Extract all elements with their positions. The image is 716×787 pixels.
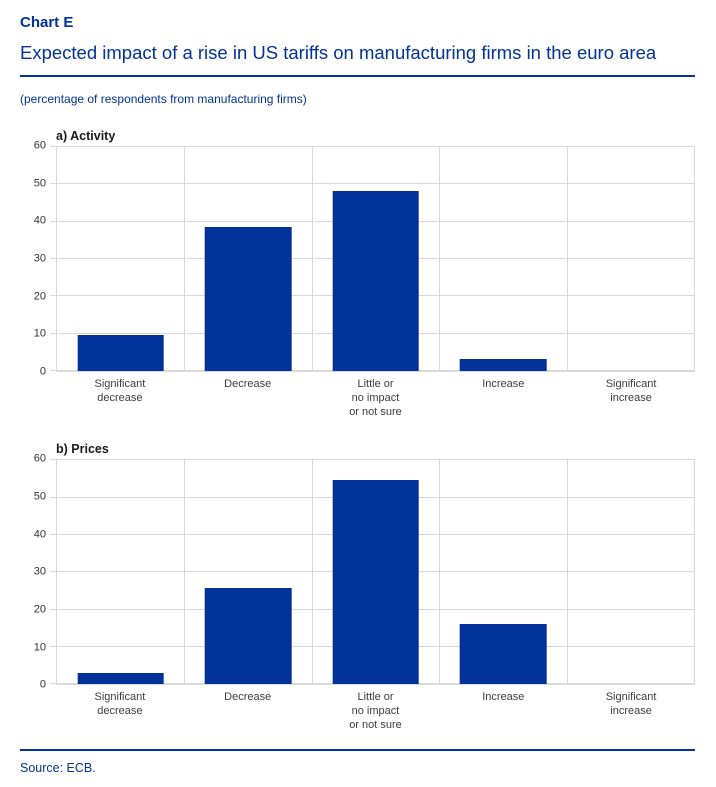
x-axis-category-label: Little or no impact or not sure (349, 691, 402, 731)
x-axis-category-label: Little or no impact or not sure (349, 378, 402, 418)
bar-significant-decrease (77, 334, 164, 372)
y-axis: 0 10 20 30 40 50 60 (20, 140, 56, 377)
y-axis-tick-label: 60 (33, 452, 46, 465)
category-separator-gridline (184, 460, 186, 685)
x-axis-labels: Significant decrease Decrease Little or no i… (56, 378, 695, 419)
category-separator-gridline (566, 460, 568, 685)
footer-divider (20, 748, 695, 751)
x-axis-category-label: Increase (482, 691, 525, 704)
source-note: Source: ECB. (20, 760, 96, 775)
category-separator-gridline (566, 147, 568, 372)
plot-row: 0 10 20 30 40 50 60 (20, 453, 695, 690)
plot-area-prices (50, 459, 695, 686)
y-axis-tick-label: 40 (33, 528, 46, 541)
y-axis-tick-label: 50 (33, 490, 46, 503)
category-separator-gridline (439, 147, 441, 372)
category-separator-gridline (439, 460, 441, 685)
y-axis-tick-label: 60 (33, 139, 46, 152)
x-axis-category-label: Increase (482, 378, 525, 391)
plot-row: 0 10 20 30 40 50 60 (20, 140, 695, 377)
gridline (50, 146, 694, 148)
x-axis-category-label: Decrease (224, 691, 272, 704)
y-axis-tick-label: 10 (33, 641, 46, 654)
gridline (50, 183, 694, 185)
x-axis-category-label: Significant decrease (94, 691, 146, 718)
y-axis-tick-label: 20 (33, 603, 46, 616)
bar-little-or-no-impact-or-not-sure (332, 190, 419, 372)
y-axis-tick-label: 10 (33, 327, 46, 340)
panel-title-activity: a) Activity (56, 129, 116, 144)
y-axis: 0 10 20 30 40 50 60 (20, 453, 56, 690)
bar-increase (459, 624, 547, 685)
chart-panel-activity: a) Activity 0 10 20 30 40 50 60 Significant dec… (20, 129, 695, 419)
bar-significant-decrease (77, 672, 164, 685)
bar-increase (459, 359, 547, 372)
x-axis-labels: Significant decrease Decrease Little or no i… (56, 691, 695, 732)
chart-note: (percentage of respondents from manufact… (20, 92, 307, 107)
category-separator-gridline (311, 460, 313, 685)
category-separator-gridline (311, 147, 313, 372)
page-title: Expected impact of a rise in US tariffs … (20, 42, 657, 63)
plot-area-activity (50, 146, 695, 373)
panel-title-prices: b) Prices (56, 442, 109, 457)
y-axis-tick-label: 30 (33, 565, 46, 578)
gridline (50, 459, 694, 461)
y-axis-tick-label: 40 (33, 214, 46, 227)
chart-panel-prices: b) Prices 0 10 20 30 40 50 60 Significant decre… (20, 442, 695, 732)
chart-label: Chart E (20, 14, 74, 31)
y-axis-tick-label: 0 (39, 678, 46, 691)
y-axis-tick-label: 50 (33, 177, 46, 190)
header-divider (20, 75, 695, 78)
y-axis-tick-label: 30 (33, 252, 46, 265)
bar-decrease (204, 588, 292, 685)
x-axis-category-label: Significant increase (605, 378, 657, 404)
x-axis-category-label: Decrease (224, 378, 272, 391)
bar-decrease (204, 227, 292, 372)
category-separator-gridline (184, 147, 186, 372)
x-axis-category-label: Significant decrease (94, 378, 146, 404)
x-axis-category-label: Significant increase (605, 691, 657, 718)
y-axis-tick-label: 0 (39, 365, 46, 378)
y-axis-tick-label: 20 (33, 290, 46, 303)
bar-little-or-no-impact-or-not-sure (332, 479, 419, 685)
